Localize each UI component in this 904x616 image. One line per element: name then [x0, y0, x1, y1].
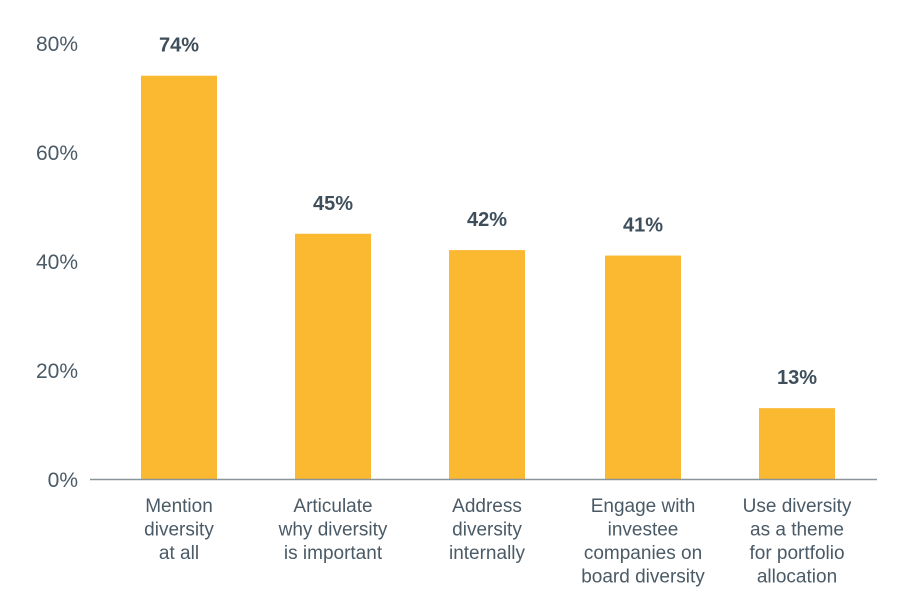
bar — [449, 250, 525, 479]
x-category-label-line: internally — [449, 543, 526, 564]
x-category-label: Engage with investee companies on board div… — [581, 496, 705, 588]
x-category-label-line: investee — [608, 520, 679, 541]
bar — [605, 255, 681, 479]
x-category-label-line: diversity — [452, 520, 522, 541]
x-category-label-line: allocation — [757, 567, 837, 588]
data-label: 45% — [313, 193, 353, 215]
y-tick-label: 0% — [48, 469, 78, 492]
x-category-label-line: diversity — [144, 520, 214, 541]
data-labels: 74% 45% 42% 41% 13% — [159, 35, 817, 389]
data-label: 41% — [623, 215, 663, 237]
x-category-label-line: why diversity — [278, 520, 388, 541]
x-category-label-line: at all — [159, 543, 199, 564]
y-tick-label: 20% — [36, 360, 78, 383]
x-category-label-line: Engage with — [591, 496, 696, 517]
x-category-label: Address diversity internally — [449, 496, 526, 564]
x-category-label: Mention diversity at all — [144, 496, 214, 564]
y-tick-label: 60% — [36, 142, 78, 165]
bar — [141, 75, 217, 479]
x-category-label-line: companies on — [584, 543, 702, 564]
bars — [141, 75, 835, 479]
bar — [295, 233, 371, 479]
x-category-label-line: Use diversity — [743, 496, 852, 517]
x-category-label-line: Mention — [145, 496, 213, 517]
data-label: 74% — [159, 35, 199, 57]
x-category-label-line: Address — [452, 496, 522, 517]
x-category-label-line: Articulate — [293, 496, 372, 517]
y-tick-label: 80% — [36, 33, 78, 56]
x-category-label: Articulate why diversity is important — [278, 496, 388, 564]
data-label: 42% — [467, 209, 507, 231]
x-category-label: Use diversity as a theme for portfolio allo… — [743, 496, 852, 588]
x-category-label-line: board diversity — [581, 567, 705, 588]
y-axis: 0% 20% 40% 60% 80% — [36, 33, 78, 492]
x-category-label-line: is important — [284, 543, 383, 564]
y-tick-label: 40% — [36, 251, 78, 274]
data-label: 13% — [777, 367, 817, 389]
bar — [759, 408, 835, 479]
x-category-label-line: as a theme — [750, 520, 844, 541]
x-category-label-line: for portfolio — [749, 543, 844, 564]
